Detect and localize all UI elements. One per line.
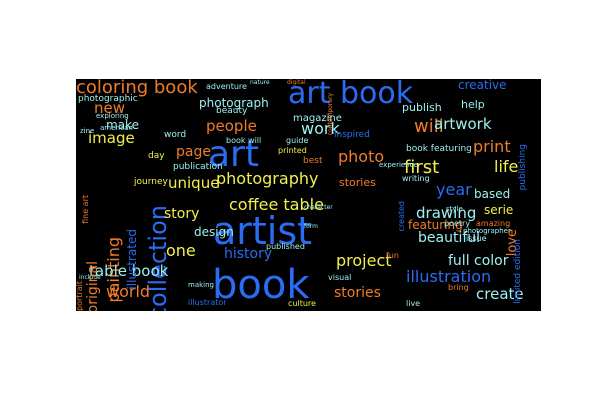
word: artwork — [434, 115, 492, 133]
word: printed — [278, 146, 307, 155]
word: photographic — [78, 94, 138, 104]
word: making — [188, 281, 214, 289]
word: culture — [288, 299, 316, 308]
word: photographer — [463, 227, 511, 235]
word: drawing — [416, 204, 477, 222]
word-cloud: book artist art art book collection colo… — [76, 79, 541, 311]
word: creative — [458, 79, 507, 92]
word: photo — [338, 147, 385, 166]
word: illustration — [406, 267, 492, 286]
word: stories — [334, 285, 381, 301]
word: first — [404, 157, 440, 178]
word: one — [166, 241, 196, 260]
word: art — [208, 134, 259, 175]
word: print — [473, 137, 511, 156]
word: photography — [216, 169, 319, 188]
word: limited edition — [513, 239, 523, 304]
word: featuring — [408, 218, 463, 232]
word: year — [436, 180, 472, 199]
word: word — [164, 130, 187, 140]
word: visual — [328, 273, 352, 282]
word: bring — [448, 283, 469, 292]
word: image — [88, 129, 135, 147]
word: based — [474, 187, 511, 201]
word: published — [266, 242, 305, 251]
word: best — [303, 156, 323, 166]
word: world — [106, 282, 151, 301]
word: poetry — [444, 219, 471, 228]
word: fine art — [81, 195, 90, 224]
word: original — [85, 261, 101, 311]
word: project — [336, 251, 392, 270]
word: adventure — [206, 82, 247, 91]
word: experience — [379, 161, 418, 169]
word: artist — [213, 209, 313, 253]
word: issue — [466, 234, 487, 243]
word: amazing — [476, 219, 511, 228]
word: coloring book — [76, 79, 198, 98]
word: coffee table — [229, 195, 324, 214]
word: form — [304, 223, 318, 230]
word: exploring — [96, 112, 129, 120]
word: live — [406, 299, 421, 308]
word: zine — [80, 127, 95, 135]
word: create — [476, 285, 524, 303]
word: publication — [173, 162, 223, 172]
word: include — [79, 274, 101, 281]
word: day — [148, 151, 165, 161]
word: journey — [134, 177, 168, 187]
word: magazine — [293, 113, 342, 124]
word: writing — [402, 174, 430, 183]
word: american — [100, 124, 133, 132]
word: style — [446, 205, 463, 213]
word: book — [212, 262, 310, 308]
word: nature — [250, 79, 270, 86]
word: digital — [287, 79, 306, 86]
word: make — [106, 118, 139, 132]
word: page — [176, 144, 211, 160]
word: inspired — [334, 130, 370, 140]
word: design — [194, 225, 234, 239]
word: portrait — [76, 281, 84, 311]
word: illustrator — [188, 298, 227, 307]
word: history — [224, 246, 273, 262]
word: beauty — [216, 106, 248, 116]
word: will — [414, 116, 444, 137]
word: publish — [402, 101, 442, 114]
word: help — [461, 98, 485, 111]
word: book featuring — [406, 144, 472, 154]
word: fun — [386, 251, 399, 260]
word: publishing — [518, 144, 528, 191]
word: guide — [286, 136, 309, 145]
word: created — [397, 201, 406, 232]
word: work — [301, 119, 340, 138]
word: beautiful — [418, 230, 481, 246]
word: stories — [339, 176, 376, 189]
word: photograph — [199, 96, 269, 110]
word: story — [164, 206, 200, 222]
word: character — [304, 204, 333, 211]
word: full color — [448, 253, 509, 269]
word: art book — [288, 79, 414, 111]
word: unique — [168, 174, 220, 192]
word: new — [94, 99, 126, 117]
word: serie — [484, 203, 514, 217]
word: book will — [226, 136, 262, 145]
word: table book — [89, 262, 169, 280]
word: illustrated — [125, 229, 139, 290]
word: people — [206, 117, 257, 135]
word: life — [494, 157, 519, 176]
word: contemporary — [327, 93, 334, 136]
